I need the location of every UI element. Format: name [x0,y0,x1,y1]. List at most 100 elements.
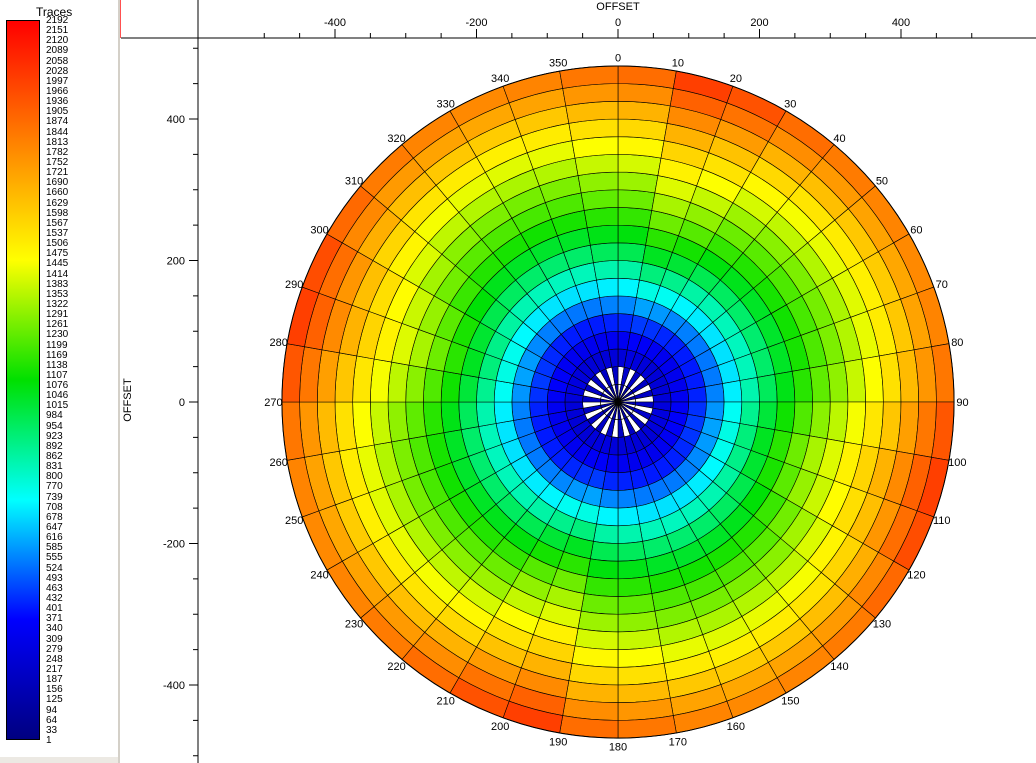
bin-cell [458,401,479,430]
bin-cell [370,401,392,446]
legend-label: 1598 [46,207,69,219]
left-tick-label: -200 [163,539,185,551]
bin-cell [440,401,462,434]
legend-label: 1752 [46,156,69,168]
legend-label: 1506 [46,238,69,250]
bin-cell [458,374,479,403]
angle-label: 190 [549,736,567,748]
bin-cell [593,523,619,544]
legend-label: 678 [46,511,63,523]
panel-divider[interactable] [118,0,120,763]
bin-cell [774,370,796,403]
angle-label: 310 [345,176,363,188]
angle-label: 40 [833,133,845,145]
legend-title: Traces [36,5,73,19]
bin-cell [617,506,640,527]
angle-label: 180 [609,742,627,754]
bin-cell [529,401,549,418]
angle-label: 10 [672,58,684,70]
bin-cell [617,575,653,597]
angle-label: 210 [437,695,455,707]
bin-cells-layer [281,65,955,739]
bin-cell [493,380,514,403]
legend-label: 1475 [46,248,69,260]
left-tick-label: 200 [167,256,185,268]
legend-label: 2151 [46,25,69,37]
legend-label: 1353 [46,288,69,300]
bin-cell [826,401,849,443]
legend-label: 33 [46,724,58,736]
legend-label: 1966 [46,85,69,97]
bin-cell [617,471,634,491]
legend-label: 187 [46,674,63,686]
panel-divider-accent [120,0,121,38]
bin-cell [423,367,445,403]
legend-label: 1414 [46,268,69,280]
bin-cell [574,628,619,650]
bin-cell [774,401,796,434]
legend-label: 125 [46,694,63,706]
bin-cell [617,523,643,544]
outer-circle [281,65,955,739]
angle-label: 50 [876,176,888,188]
legend-label: 309 [46,633,63,645]
legend-label: 1660 [46,187,69,199]
legend-label: 1 [46,735,52,746]
rose-plot[interactable]: -400 -200 0 200 400 400 200 0 -200 -400 0 10 20 30 40… [121,0,1036,763]
bin-cell [387,361,410,403]
bin-cell [590,242,619,263]
angle-label: 230 [345,618,363,630]
angle-label: 220 [387,661,405,673]
legend-label: 1936 [46,96,69,108]
bin-cell [617,189,656,211]
legend-label: 2120 [46,35,69,47]
legend-label: 1291 [46,309,69,321]
legend-label: 524 [46,562,63,574]
angle-label: 270 [264,397,282,409]
legend-label: 1138 [46,359,68,371]
angle-label: 300 [310,225,328,237]
legend-label: 831 [46,461,63,473]
bin-cell [590,541,619,562]
bin-cell [593,260,619,281]
legend-label: 800 [46,471,63,483]
bin-cell [739,401,760,427]
legend-label: 217 [46,664,63,675]
bin-cell [809,364,831,403]
legend-labels: 2192 2151 2120 2089 2058 2028 1997 1966 1936 1905… [46,16,106,746]
left-tick-label: -400 [163,680,185,692]
angle-label: 30 [784,99,796,111]
bin-cell [687,386,707,403]
legend-label: 1383 [46,278,69,290]
bin-cell [580,189,619,211]
legend-label: 1169 [46,349,68,361]
angle-label: 150 [781,695,799,707]
legend-label: 1629 [46,197,69,209]
angle-label: 140 [830,661,848,673]
legend-label: 923 [46,430,63,442]
top-tick-label: -200 [465,17,487,29]
bin-cell [617,277,640,298]
bin-cell [826,361,849,403]
bin-cell [739,377,760,403]
bin-cell [387,401,410,443]
legend-label: 739 [46,491,63,503]
left-axis-label: OFFSET [122,378,134,422]
angle-label: 60 [910,225,922,237]
bin-cell [583,207,619,229]
legend-label: 2192 [46,15,69,26]
legend-label: 708 [46,501,63,513]
bin-cell [405,364,427,403]
bin-cell [844,401,866,446]
legend-label: 401 [46,603,63,615]
top-tick-label: 0 [615,17,621,29]
bin-cell [476,401,497,427]
legend-label: 1874 [46,116,69,128]
legend-label: 1905 [46,106,69,118]
bin-cell [596,506,619,527]
legend-label: 1230 [46,329,69,341]
bin-cell [596,277,619,298]
legend-label: 1997 [46,75,69,87]
angle-label: 200 [491,721,509,733]
legend-label: 616 [46,532,63,544]
